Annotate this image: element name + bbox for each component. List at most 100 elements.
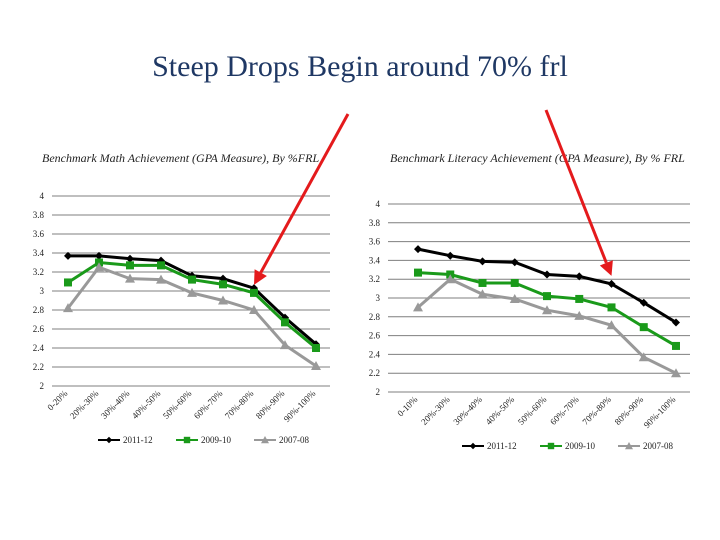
- y-tick-label: 3: [376, 293, 381, 303]
- x-tick-label: 30%-40%: [99, 388, 132, 421]
- data-point: [672, 341, 680, 350]
- legend-marker: [105, 436, 113, 444]
- data-point: [671, 368, 681, 378]
- data-point: [445, 274, 456, 284]
- chart-1: 2 2.2 2.4 2.6 2.8 3 3.2 3.4 3.6 3.8 4 0-10% 20%-30% 3…: [369, 109, 690, 451]
- data-point: [478, 278, 487, 287]
- data-point: [249, 305, 259, 314]
- x-tick-label: 40%-50%: [130, 388, 163, 421]
- y-tick-label: 2: [376, 387, 381, 397]
- x-tick-label: 60%-70%: [548, 394, 581, 427]
- data-point: [414, 245, 422, 254]
- data-point: [187, 287, 197, 297]
- y-tick-label: 2.2: [33, 362, 44, 372]
- data-point: [63, 303, 73, 313]
- y-tick-label: 4: [376, 199, 381, 209]
- data-point: [639, 323, 648, 332]
- x-tick-label: 20%-30%: [68, 388, 101, 421]
- legend-marker: [469, 442, 477, 450]
- x-tick-label: 0-20%: [45, 388, 69, 412]
- data-point: [606, 320, 617, 330]
- data-point: [311, 361, 321, 371]
- data-point: [574, 310, 585, 320]
- data-point: [156, 274, 166, 284]
- data-point: [638, 352, 649, 362]
- x-tick-label: 60%-70%: [192, 388, 225, 421]
- legend-marker: [261, 436, 269, 444]
- math-chart-title: Benchmark Math Achievement (GPA Measure)…: [42, 151, 320, 165]
- x-tick-label: 90%-100%: [282, 388, 318, 424]
- legend-label: 2011-12: [487, 441, 517, 451]
- data-point: [509, 293, 520, 303]
- data-point: [478, 257, 487, 266]
- data-point: [607, 279, 616, 288]
- legend-entry-2007-08: 2007-08: [618, 441, 673, 451]
- y-tick-label: 2.4: [369, 349, 381, 359]
- callout-arrow-shaft: [259, 113, 350, 274]
- data-point: [64, 278, 72, 287]
- legend-label: 2007-08: [643, 441, 673, 451]
- x-tick-label: 50%-60%: [516, 394, 549, 427]
- data-point: [446, 251, 455, 260]
- legend-label: 2011-12: [123, 435, 153, 445]
- y-tick-label: 2.8: [369, 312, 381, 322]
- x-tick-label: 50%-60%: [161, 388, 194, 421]
- data-point: [414, 268, 422, 277]
- legend-label: 2009-10: [201, 435, 231, 445]
- legend-entry-2009-10: 2009-10: [540, 441, 595, 451]
- data-point: [543, 292, 551, 301]
- data-point: [94, 262, 104, 272]
- data-point: [575, 272, 584, 281]
- x-tick-label: 80%-90%: [613, 394, 646, 427]
- data-point: [477, 289, 488, 299]
- y-tick-label: 3.4: [369, 255, 381, 265]
- y-tick-label: 4: [40, 191, 45, 201]
- y-tick-label: 3.2: [33, 267, 44, 277]
- legend-entry-2011-12: 2011-12: [462, 441, 517, 451]
- data-point: [157, 261, 165, 270]
- data-point: [413, 302, 423, 312]
- literacy-chart-title: Benchmark Literacy Achievement (GPA Meas…: [390, 151, 685, 165]
- y-tick-label: 3.4: [33, 248, 45, 258]
- x-tick-label: 0-10%: [395, 394, 419, 418]
- legend-label: 2009-10: [565, 441, 595, 451]
- y-tick-label: 2: [40, 381, 45, 391]
- callout-arrow-shaft: [544, 109, 608, 264]
- data-point: [64, 251, 72, 260]
- data-point: [542, 305, 552, 315]
- data-point: [510, 258, 519, 267]
- data-point: [510, 278, 519, 287]
- data-point: [126, 261, 134, 270]
- y-tick-label: 2.6: [369, 331, 381, 341]
- data-point: [281, 318, 289, 327]
- y-tick-label: 3.2: [369, 274, 380, 284]
- data-point: [312, 344, 320, 352]
- legend-marker: [183, 436, 191, 444]
- x-tick-label: 40%-50%: [484, 394, 517, 427]
- x-tick-label: 20%-30%: [419, 394, 452, 427]
- legend-entry-2007-08: 2007-08: [254, 435, 309, 445]
- callout-arrow-head: [599, 260, 613, 276]
- y-tick-label: 2.2: [369, 368, 380, 378]
- legend-entry-2009-10: 2009-10: [176, 435, 231, 445]
- y-tick-label: 3.8: [369, 218, 381, 228]
- y-tick-label: 2.6: [33, 324, 45, 334]
- slide-title: Steep Drops Begin around 70% frl: [152, 50, 568, 83]
- x-tick-label: 30%-40%: [451, 394, 484, 427]
- data-point: [95, 251, 103, 260]
- y-tick-label: 3.8: [33, 210, 45, 220]
- legend-label: 2007-08: [279, 435, 309, 445]
- data-point: [672, 318, 680, 327]
- y-tick-label: 3.6: [33, 229, 45, 239]
- legend-entry-2011-12: 2011-12: [98, 435, 153, 445]
- data-point: [280, 340, 290, 350]
- x-tick-label: 90%-100%: [642, 394, 678, 430]
- data-point: [575, 294, 584, 303]
- data-point: [218, 295, 228, 305]
- data-point: [639, 298, 648, 307]
- x-tick-label: 70%-80%: [580, 394, 613, 427]
- data-point: [188, 275, 196, 284]
- callout-arrow-head: [254, 269, 267, 285]
- y-tick-label: 2.4: [33, 343, 45, 353]
